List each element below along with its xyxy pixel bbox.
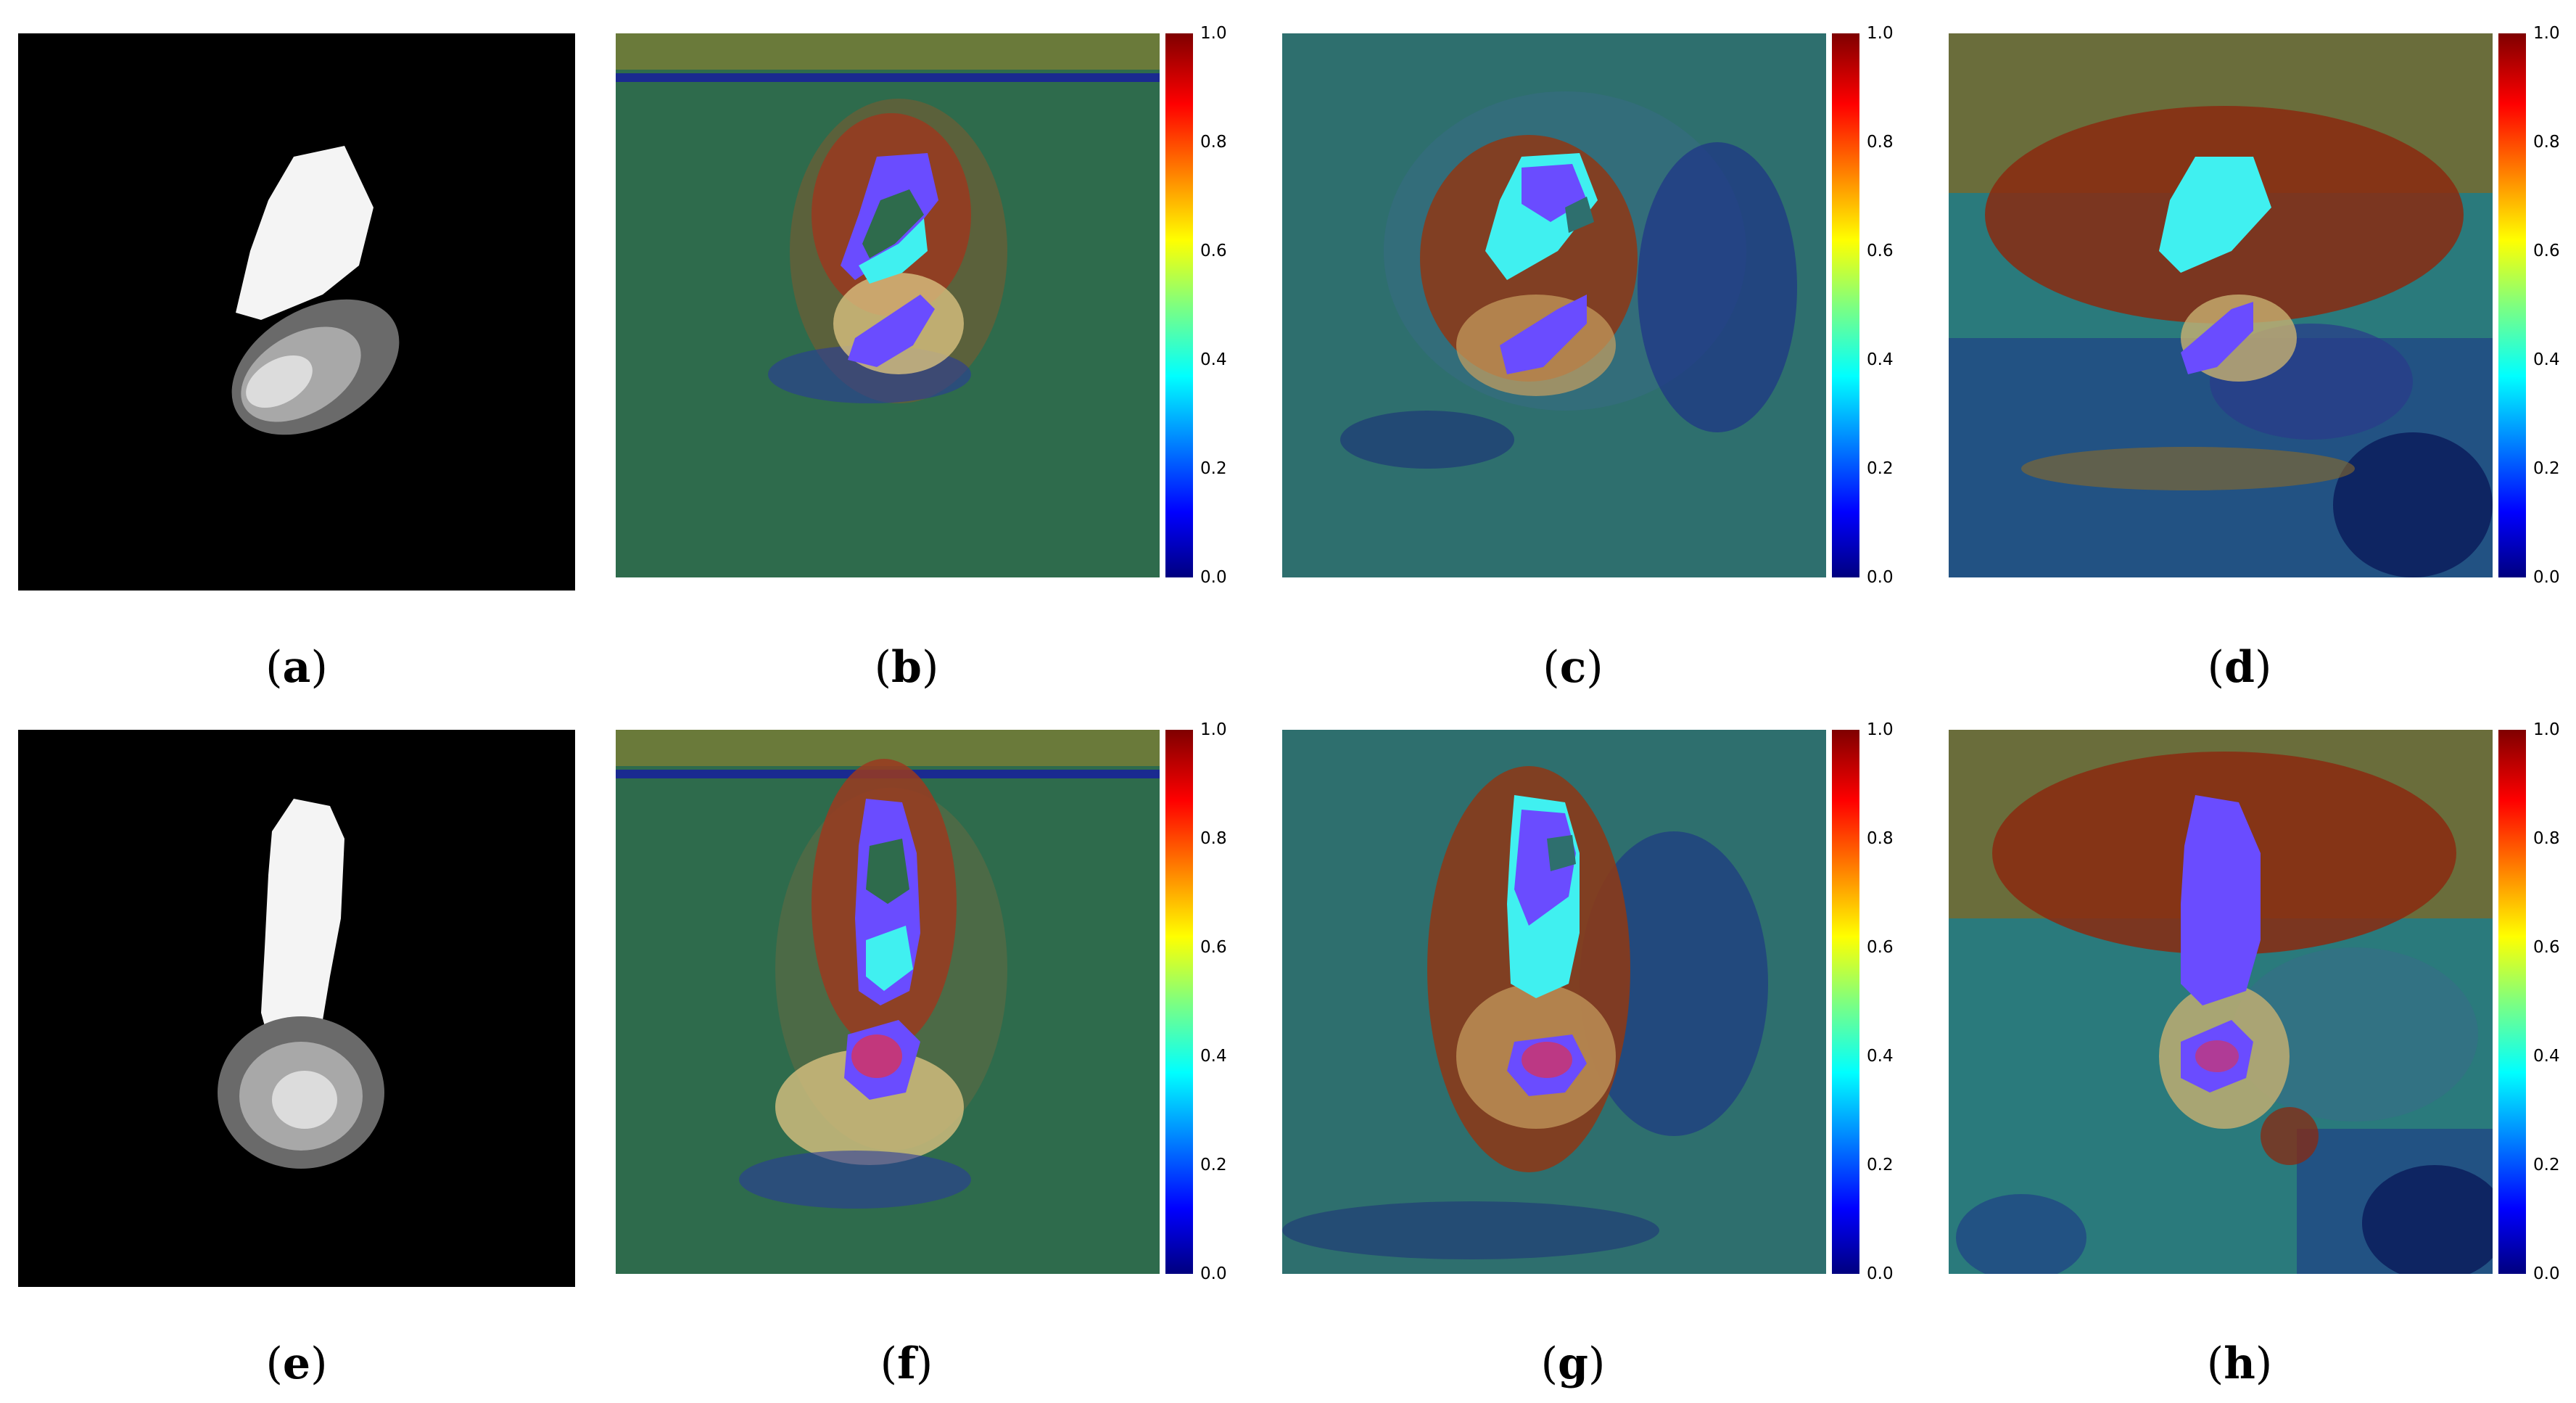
colorbar-g-tick-4: 0.4 xyxy=(1867,1047,1894,1066)
caption-b: (b) xyxy=(874,642,939,693)
colorbar-d-tick-1: 1.0 xyxy=(2533,24,2560,43)
colorbar-c-tick-4: 0.4 xyxy=(1867,350,1894,369)
panel-b-heatmap xyxy=(616,33,1160,577)
caption-e: (e) xyxy=(265,1338,328,1389)
panel-a-image xyxy=(18,33,575,591)
colorbar-b-tick-4: 0.4 xyxy=(1200,350,1227,369)
colorbar-f-tick-3: 0.6 xyxy=(1200,938,1227,957)
colorbar-f-tick-4: 0.4 xyxy=(1200,1047,1227,1066)
colorbar-h-tick-2: 0.8 xyxy=(2533,829,2560,848)
colorbar-d xyxy=(2498,33,2526,577)
colorbar-g-tick-6: 0.0 xyxy=(1867,1264,1894,1283)
panel-e-image xyxy=(18,730,575,1287)
colorbar-d-tick-4: 0.4 xyxy=(2533,350,2560,369)
colorbar-h-tick-4: 0.4 xyxy=(2533,1047,2560,1066)
caption-d: (d) xyxy=(2207,642,2272,693)
colorbar-c-tick-2: 0.8 xyxy=(1867,133,1894,152)
colorbar-f-tick-5: 0.2 xyxy=(1200,1156,1227,1174)
colorbar-f-tick-6: 0.0 xyxy=(1200,1264,1227,1283)
panel-f-heatmap xyxy=(616,730,1160,1274)
colorbar-d-tick-6: 0.0 xyxy=(2533,568,2560,587)
colorbar-g-tick-3: 0.6 xyxy=(1867,938,1894,957)
colorbar-h-tick-3: 0.6 xyxy=(2533,938,2560,957)
colorbar-h-tick-6: 0.0 xyxy=(2533,1264,2560,1283)
colorbar-c-tick-6: 0.0 xyxy=(1867,568,1894,587)
colorbar-g xyxy=(1832,730,1859,1274)
colorbar-c-tick-3: 0.6 xyxy=(1867,242,1894,260)
colorbar-h xyxy=(2498,730,2526,1274)
colorbar-d-tick-3: 0.6 xyxy=(2533,242,2560,260)
caption-h: (h) xyxy=(2206,1338,2273,1389)
colorbar-d-tick-2: 0.8 xyxy=(2533,133,2560,152)
caption-a: (a) xyxy=(265,642,328,693)
panel-d-heatmap xyxy=(1949,33,2493,577)
caption-f: (f) xyxy=(880,1338,933,1389)
colorbar-h-tick-1: 1.0 xyxy=(2533,720,2560,739)
panel-c-heatmap xyxy=(1282,33,1826,577)
colorbar-b-tick-3: 0.6 xyxy=(1200,242,1227,260)
colorbar-g-tick-2: 0.8 xyxy=(1867,829,1894,848)
colorbar-b-tick-2: 0.8 xyxy=(1200,133,1227,152)
colorbar-g-tick-5: 0.2 xyxy=(1867,1156,1894,1174)
colorbar-h-tick-5: 0.2 xyxy=(2533,1156,2560,1174)
colorbar-g-tick-1: 1.0 xyxy=(1867,720,1894,739)
colorbar-f-tick-2: 0.8 xyxy=(1200,829,1227,848)
colorbar-b-tick-6: 0.0 xyxy=(1200,568,1227,587)
caption-g: (g) xyxy=(1540,1338,1606,1389)
caption-c: (c) xyxy=(1543,642,1603,693)
colorbar-c xyxy=(1832,33,1859,577)
colorbar-c-tick-1: 1.0 xyxy=(1867,24,1894,43)
panel-g-heatmap xyxy=(1282,730,1826,1274)
colorbar-b xyxy=(1165,33,1193,577)
colorbar-b-tick-1: 1.0 xyxy=(1200,24,1227,43)
colorbar-f-tick-1: 1.0 xyxy=(1200,720,1227,739)
panel-h-heatmap xyxy=(1949,730,2493,1274)
colorbar-d-tick-5: 0.2 xyxy=(2533,459,2560,478)
colorbar-c-tick-5: 0.2 xyxy=(1867,459,1894,478)
colorbar-b-tick-5: 0.2 xyxy=(1200,459,1227,478)
colorbar-f xyxy=(1165,730,1193,1274)
